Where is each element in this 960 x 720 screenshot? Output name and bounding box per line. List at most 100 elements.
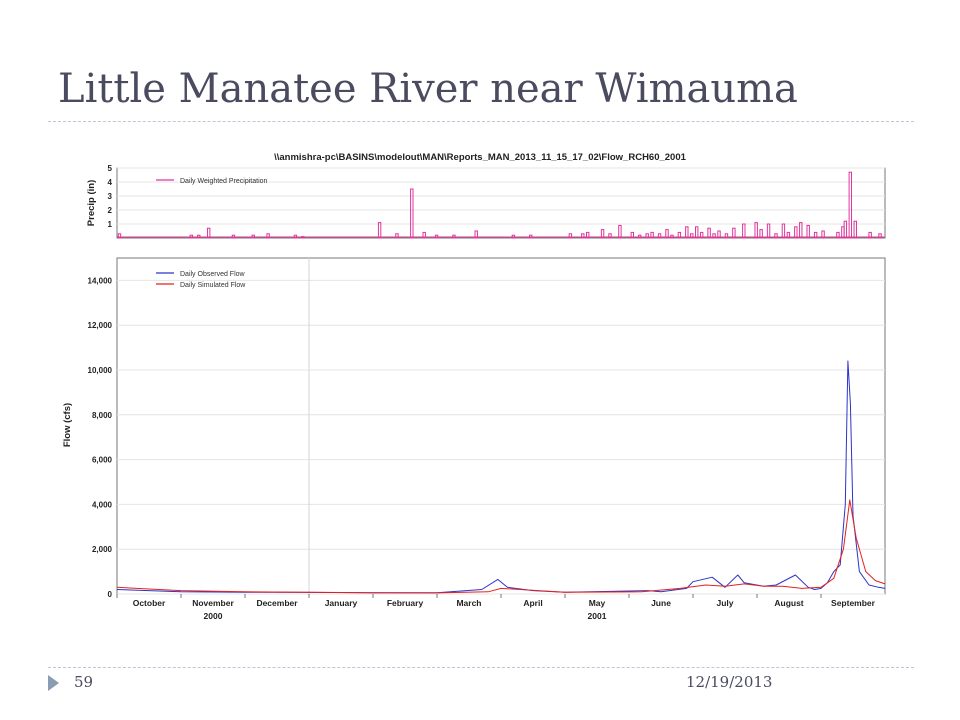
precip-bar	[410, 188, 414, 239]
precip-bar	[813, 231, 818, 239]
precip-bar	[581, 233, 585, 239]
precip-bar	[665, 229, 669, 239]
precip-bar	[878, 233, 882, 239]
precip-bar	[301, 236, 305, 239]
precip-bar	[251, 234, 255, 239]
flow-y-axis-label: Flow (cfs)	[62, 403, 73, 447]
precip-y-tick-label: 2	[108, 206, 113, 215]
footer-divider	[48, 667, 914, 668]
simulated-legend-label: Daily Simulated Flow	[180, 282, 246, 289]
footer-arrow-icon	[48, 675, 59, 691]
precip-bar	[377, 222, 382, 239]
precip-bar	[732, 227, 736, 239]
page-number: 59	[74, 673, 94, 691]
flow-y-tick-label: 2,000	[92, 545, 113, 554]
precip-y-tick-label: 4	[108, 178, 113, 187]
precip-bar	[821, 230, 825, 239]
precip-bar	[670, 234, 674, 239]
precip-bar	[452, 234, 456, 239]
flow-y-tick-label: 8,000	[92, 411, 113, 420]
slide-date: 12/19/2013	[686, 673, 773, 691]
precip-bar	[699, 231, 704, 239]
month-label: November	[192, 598, 234, 608]
precip-bar	[853, 220, 857, 239]
precip-bar	[843, 220, 848, 239]
precip-bar	[293, 234, 298, 239]
precip-y-axis-label: Precip (in)	[86, 180, 97, 226]
precip-bar	[189, 234, 194, 239]
precip-bar	[618, 224, 622, 239]
precip-bar	[766, 223, 771, 239]
precip-bar	[754, 222, 758, 239]
precip-bar	[759, 229, 763, 239]
flow-y-tick-label: 6,000	[92, 456, 113, 465]
precip-bar	[231, 234, 236, 239]
month-label: July	[716, 598, 733, 608]
precip-bar	[608, 233, 612, 239]
precip-bar	[742, 223, 746, 239]
month-label: October	[133, 598, 166, 608]
chart-title: \\anmishra-pc\BASINS\modelout\MAN\Report…	[274, 152, 687, 163]
precip-bar	[868, 231, 872, 239]
flow-plot-area	[116, 257, 886, 595]
precip-bar	[586, 231, 590, 239]
month-label: December	[256, 598, 298, 608]
precip-bar	[206, 227, 211, 239]
precip-bar	[695, 226, 699, 239]
precip-bar	[707, 227, 711, 239]
month-label: August	[774, 598, 803, 608]
precip-bar	[786, 231, 791, 239]
flow-y-tick-label: 14,000	[88, 276, 113, 285]
simulated-flow-line	[116, 499, 886, 594]
slide-title: Little Manatee River near Wimauma	[58, 66, 798, 112]
flow-legend: Daily Observed Flow Daily Simulated Flow	[156, 271, 246, 289]
precip-bar	[724, 233, 729, 239]
precip-bar	[794, 226, 798, 239]
precip-bar	[529, 234, 533, 239]
precip-bar	[511, 234, 516, 239]
precip-bar	[197, 234, 201, 239]
precip-legend: Daily Weighted Precipitation	[156, 178, 268, 185]
precip-bar	[781, 223, 786, 239]
precip-bar	[117, 233, 122, 239]
precip-y-tick-label: 3	[108, 192, 113, 201]
title-divider	[48, 121, 914, 122]
precip-bar	[677, 231, 682, 239]
month-label: June	[651, 598, 671, 608]
precip-bar	[474, 230, 478, 239]
precip-bar	[848, 171, 853, 239]
precip-bar	[638, 234, 642, 239]
flow-y-tick-label: 12,000	[88, 321, 113, 330]
year-label: 2000	[204, 611, 223, 621]
precip-bar	[806, 224, 810, 239]
month-label: February	[387, 598, 424, 608]
precip-bar	[774, 233, 778, 239]
precip-panel: 1 2 3 4 5 Precip (in) Daily Weighted Precipi…	[86, 164, 886, 239]
precip-bar	[422, 231, 426, 239]
precip-bar	[717, 230, 721, 239]
flow-y-tick-label: 0	[108, 590, 113, 599]
flow-y-tick-label: 10,000	[88, 366, 113, 375]
precip-bar	[799, 222, 803, 239]
precip-bar	[645, 233, 649, 239]
precip-bar	[395, 233, 399, 239]
flow-y-tick-label: 4,000	[92, 500, 113, 509]
precip-bar	[266, 233, 270, 239]
precip-bar	[600, 229, 605, 239]
month-label: March	[456, 598, 481, 608]
month-label: September	[831, 598, 876, 608]
precip-bar	[650, 231, 654, 239]
precip-bar	[712, 233, 716, 239]
flow-panel: 02,0004,0006,0008,00010,00012,00014,000 …	[62, 257, 886, 621]
precip-y-tick-label: 5	[108, 164, 113, 173]
precip-bar	[630, 231, 635, 239]
precip-legend-label: Daily Weighted Precipitation	[180, 178, 268, 185]
precip-bar	[568, 233, 573, 239]
observed-legend-label: Daily Observed Flow	[180, 271, 246, 278]
year-label: 2001	[588, 611, 607, 621]
month-label: May	[589, 598, 606, 608]
precip-bar	[685, 226, 689, 239]
precip-y-tick-label: 1	[108, 220, 113, 229]
month-label: April	[523, 598, 542, 608]
